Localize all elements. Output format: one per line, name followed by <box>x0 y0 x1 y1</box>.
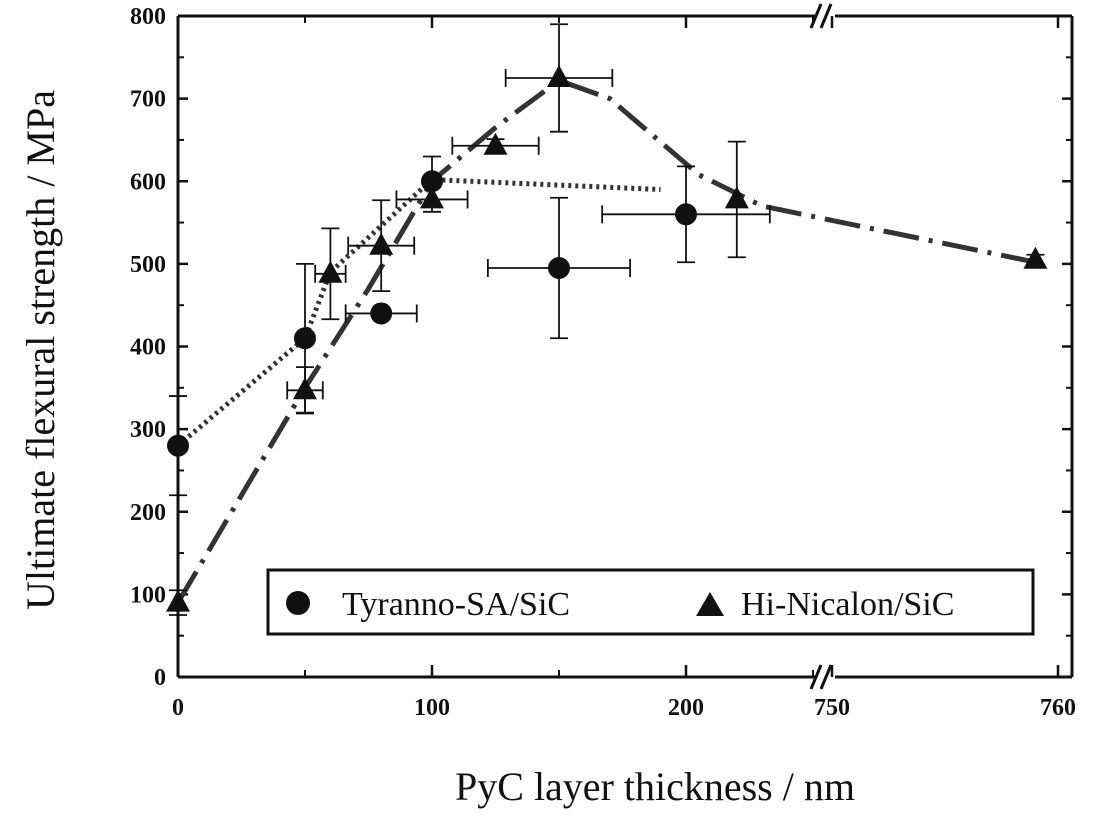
point-hinicalon <box>483 132 508 155</box>
point-hinicalon <box>369 232 394 255</box>
y-axis-title: Ultimate flexural strength / MPa <box>18 90 63 610</box>
y-tick-label: 100 <box>130 582 166 608</box>
axis-break-mark <box>809 664 823 690</box>
y-tick-label: 400 <box>130 335 166 361</box>
x-axis-ticks: 0 100 200 750 760 <box>172 16 1076 721</box>
point-hinicalon <box>293 377 317 400</box>
point-tyranno <box>370 302 393 325</box>
y-tick-label: 200 <box>130 500 166 526</box>
point-tyranno <box>675 203 697 226</box>
point-tyranno <box>421 170 443 193</box>
axis-break-mark <box>809 3 823 29</box>
point-tyranno <box>294 327 316 350</box>
legend-label-tyranno: Tyranno-SA/SiC <box>342 586 570 623</box>
y-tick-label: 600 <box>130 169 166 195</box>
y-tick-label: 800 <box>130 4 166 30</box>
axis-break-mark <box>819 664 833 690</box>
trend-lines <box>175 77 1036 604</box>
error-bars <box>169 23 1045 616</box>
point-hinicalon <box>420 186 444 209</box>
trend-line-hinicalon <box>175 77 1036 604</box>
data-markers <box>166 64 1048 612</box>
trend-line-tyranno <box>176 177 661 448</box>
legend-box <box>266 568 1035 636</box>
x-tick-label: 200 <box>668 695 704 721</box>
y-tick-label: 500 <box>130 252 166 278</box>
x-tick-label: 0 <box>172 695 184 721</box>
point-tyranno <box>548 257 570 280</box>
y-tick-label: 0 <box>154 665 166 691</box>
axes <box>176 3 1074 690</box>
legend-marker-hinicalon <box>696 592 724 616</box>
x-tick-label: 100 <box>414 695 450 721</box>
y-axis-ticks: 0 100 200 300 400 500 600 700 800 <box>130 4 1072 691</box>
axis-break-mark <box>819 3 833 29</box>
point-hinicalon <box>318 260 343 283</box>
y-tick-label: 700 <box>130 87 166 113</box>
x-tick-label: 750 <box>814 695 850 721</box>
point-tyranno <box>167 434 189 457</box>
point-hinicalon <box>724 186 749 209</box>
legend: Tyranno-SA/SiC Hi-Nicalon/SiC <box>266 568 1035 636</box>
point-hinicalon <box>547 64 571 87</box>
y-tick-label: 300 <box>130 417 166 443</box>
legend-marker-tyranno <box>286 591 310 615</box>
point-hinicalon <box>1023 246 1048 269</box>
point-hinicalon <box>166 589 190 612</box>
x-axis-title: PyC layer thickness / nm <box>455 764 855 809</box>
x-tick-label: 760 <box>1040 695 1076 721</box>
legend-label-hinicalon: Hi-Nicalon/SiC <box>741 586 954 623</box>
